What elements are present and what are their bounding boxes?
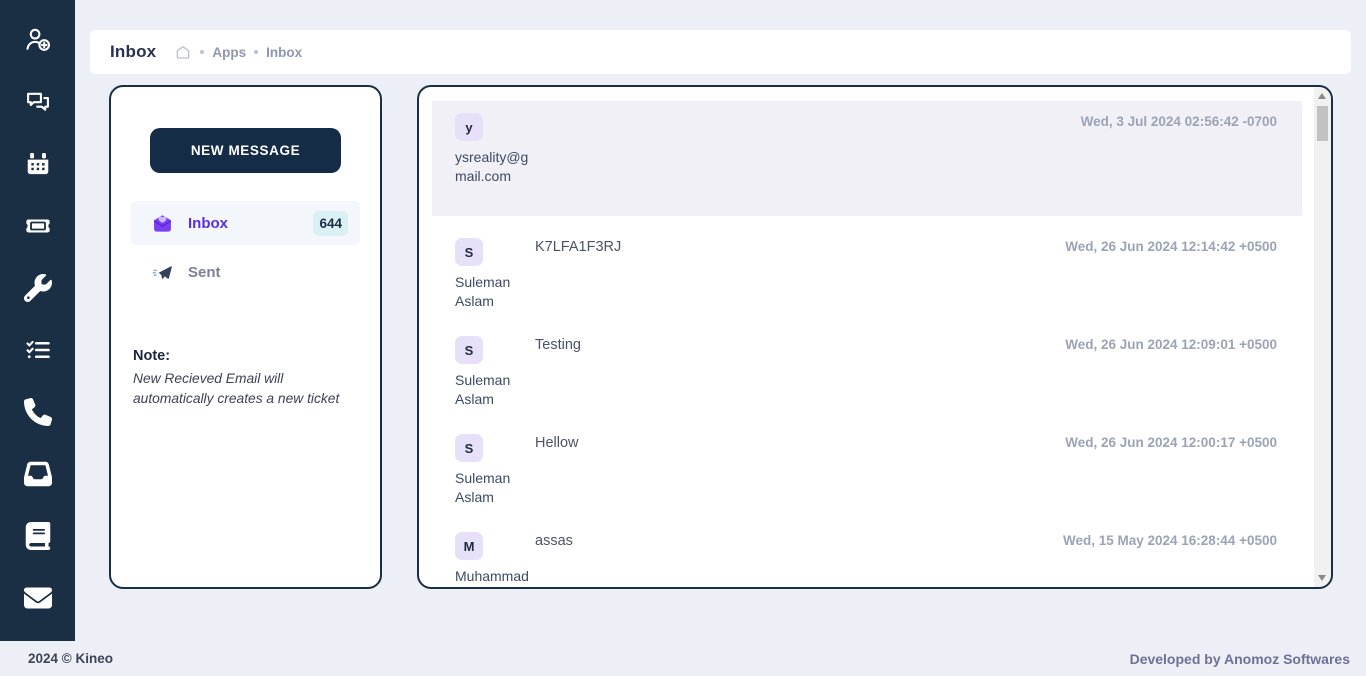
home-icon[interactable] (174, 43, 192, 61)
calendar-icon[interactable] (24, 150, 52, 178)
send-icon (151, 261, 174, 284)
email-sender: Muhammad Faizan (455, 568, 529, 587)
avatar: y (455, 113, 483, 141)
avatar: S (455, 238, 483, 266)
email-row[interactable]: y ysreality@gmail.com Wed, 3 Jul 2024 02… (432, 101, 1302, 216)
envelope-icon[interactable] (23, 584, 52, 612)
breadcrumb: Apps Inbox (174, 43, 302, 61)
nav-item-label: Sent (188, 263, 221, 281)
email-subject: K7LFA1F3RJ (535, 239, 622, 255)
chat-icon[interactable] (24, 88, 52, 116)
envelope-heart-icon (151, 212, 174, 235)
email-list-panel: y ysreality@gmail.com Wed, 3 Jul 2024 02… (417, 85, 1333, 589)
inbox-tray-icon[interactable] (23, 460, 52, 488)
checklist-icon[interactable] (24, 336, 52, 364)
avatar: S (455, 434, 483, 462)
page-header: Inbox Apps Inbox (90, 30, 1351, 74)
nav-item-sent[interactable]: Sent (131, 250, 360, 294)
email-date: Wed, 26 Jun 2024 12:14:42 +0500 (1065, 239, 1277, 254)
email-row[interactable]: S Suleman Aslam Testing Wed, 26 Jun 2024… (432, 324, 1302, 412)
ticket-icon[interactable] (24, 212, 52, 240)
email-date: Wed, 15 May 2024 16:28:44 +0500 (1062, 533, 1277, 548)
avatar: M (455, 532, 483, 560)
email-sender: Suleman Aslam (455, 470, 511, 505)
breadcrumb-apps[interactable]: Apps (212, 44, 247, 60)
copyright-text: 2024 © Kineo (28, 651, 113, 666)
page-title: Inbox (110, 42, 157, 61)
avatar: S (455, 336, 483, 364)
scrollbar-thumb[interactable] (1317, 106, 1328, 141)
email-subject: Hellow (535, 435, 579, 451)
email-subject: Testing (535, 337, 581, 353)
breadcrumb-inbox[interactable]: Inbox (266, 44, 303, 60)
email-date: Wed, 26 Jun 2024 12:00:17 +0500 (1065, 435, 1277, 450)
note-title: Note: (133, 348, 171, 364)
email-subject: assas (535, 533, 573, 549)
email-row[interactable]: M Muhammad Faizan assas Wed, 15 May 2024… (432, 520, 1302, 587)
breadcrumb-separator (254, 50, 259, 54)
email-list: y ysreality@gmail.com Wed, 3 Jul 2024 02… (432, 101, 1302, 587)
nav-item-inbox[interactable]: Inbox 644 (131, 201, 360, 245)
scrollbar-down-icon[interactable] (1318, 575, 1326, 581)
email-date: Wed, 3 Jul 2024 02:56:42 -0700 (1080, 114, 1277, 129)
inbox-count-badge: 644 (313, 210, 348, 236)
email-row[interactable]: S Suleman Aslam Hellow Wed, 26 Jun 2024 … (432, 422, 1302, 510)
page-footer: 2024 © Kineo Developed by Anomoz Softwar… (0, 641, 1366, 676)
note-block: Note: New Recieved Email will automatica… (133, 348, 358, 409)
email-sender: Suleman Aslam (455, 274, 511, 309)
email-sender: Suleman Aslam (455, 372, 511, 407)
note-text: New Recieved Email will automatically cr… (133, 371, 340, 406)
user-plus-icon[interactable] (24, 26, 52, 54)
nav-item-label: Inbox (188, 214, 228, 232)
email-sender: ysreality@gmail.com (455, 149, 529, 184)
breadcrumb-separator (200, 50, 205, 54)
phone-icon[interactable] (23, 398, 52, 426)
developer-credit: Developed by Anomoz Softwares (1129, 650, 1350, 667)
scrollbar-up-icon[interactable] (1318, 93, 1326, 99)
email-list-scrollbar[interactable] (1314, 87, 1331, 587)
app-sidebar (0, 0, 75, 641)
wrench-icon[interactable] (23, 274, 52, 302)
mailbox-nav-card: NEW MESSAGE Inbox 644 Sent Note: New Rec… (109, 85, 382, 589)
new-message-button[interactable]: NEW MESSAGE (150, 128, 341, 173)
email-date: Wed, 26 Jun 2024 12:09:01 +0500 (1065, 337, 1277, 352)
email-row[interactable]: S Suleman Aslam K7LFA1F3RJ Wed, 26 Jun 2… (432, 226, 1302, 314)
book-icon[interactable] (24, 522, 52, 550)
